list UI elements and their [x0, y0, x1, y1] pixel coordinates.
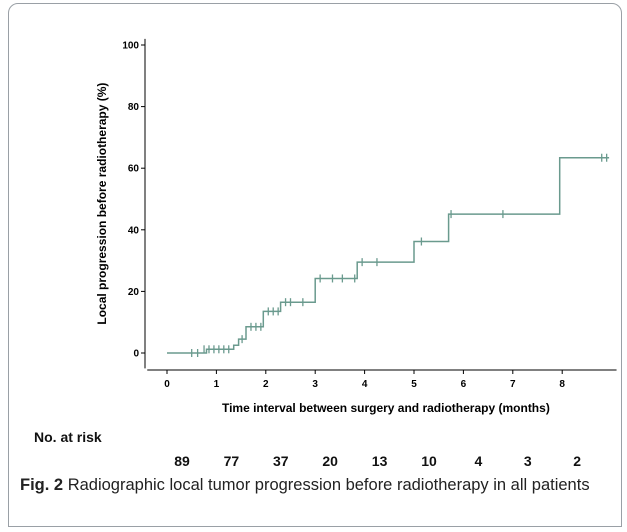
y-axis-title: Local progression before radiotherapy (%…	[95, 83, 109, 325]
risk-count: 37	[273, 453, 289, 469]
risk-count: 3	[523, 453, 532, 469]
x-tick-label: 0	[164, 379, 170, 390]
y-tick-label: 60	[128, 164, 140, 175]
x-tick-label: 8	[559, 379, 565, 390]
x-tick-label: 4	[362, 379, 368, 390]
x-tick-label: 2	[263, 379, 269, 390]
figure-caption: Fig. 2 Radiographic local tumor progress…	[20, 474, 610, 497]
y-tick-label: 40	[128, 225, 140, 236]
x-tick-label: 3	[312, 379, 318, 390]
y-tick-label: 20	[128, 287, 140, 298]
x-axis-title: Time interval between surgery and radiot…	[222, 401, 550, 415]
risk-count: 77	[223, 453, 240, 469]
caption-text: Radiographic local tumor progression bef…	[67, 476, 590, 494]
y-tick-label: 100	[122, 41, 139, 52]
risk-count: 10	[421, 453, 437, 469]
figure-frame	[8, 3, 622, 527]
y-tick-label: 80	[128, 102, 140, 113]
risk-count: 4	[474, 453, 483, 469]
risk-count: 13	[371, 453, 388, 469]
risk-table-title: No. at risk	[34, 429, 102, 445]
x-tick-label: 5	[411, 379, 417, 390]
x-tick-label: 1	[214, 379, 220, 390]
caption-label: Fig. 2	[20, 476, 64, 494]
y-tick-label: 0	[133, 349, 139, 360]
risk-count: 20	[322, 453, 338, 469]
km-step-line	[167, 156, 610, 354]
chart-axes: 0 20 40 60 80 100 0 1 2 3 4 5 6 7 8 Time interval betwe…	[95, 38, 617, 415]
risk-count: 2	[573, 453, 582, 469]
risk-count: 89	[174, 453, 190, 469]
x-tick-label: 6	[461, 379, 467, 390]
x-tick-label: 7	[510, 379, 516, 390]
chart-marks	[167, 153, 610, 357]
